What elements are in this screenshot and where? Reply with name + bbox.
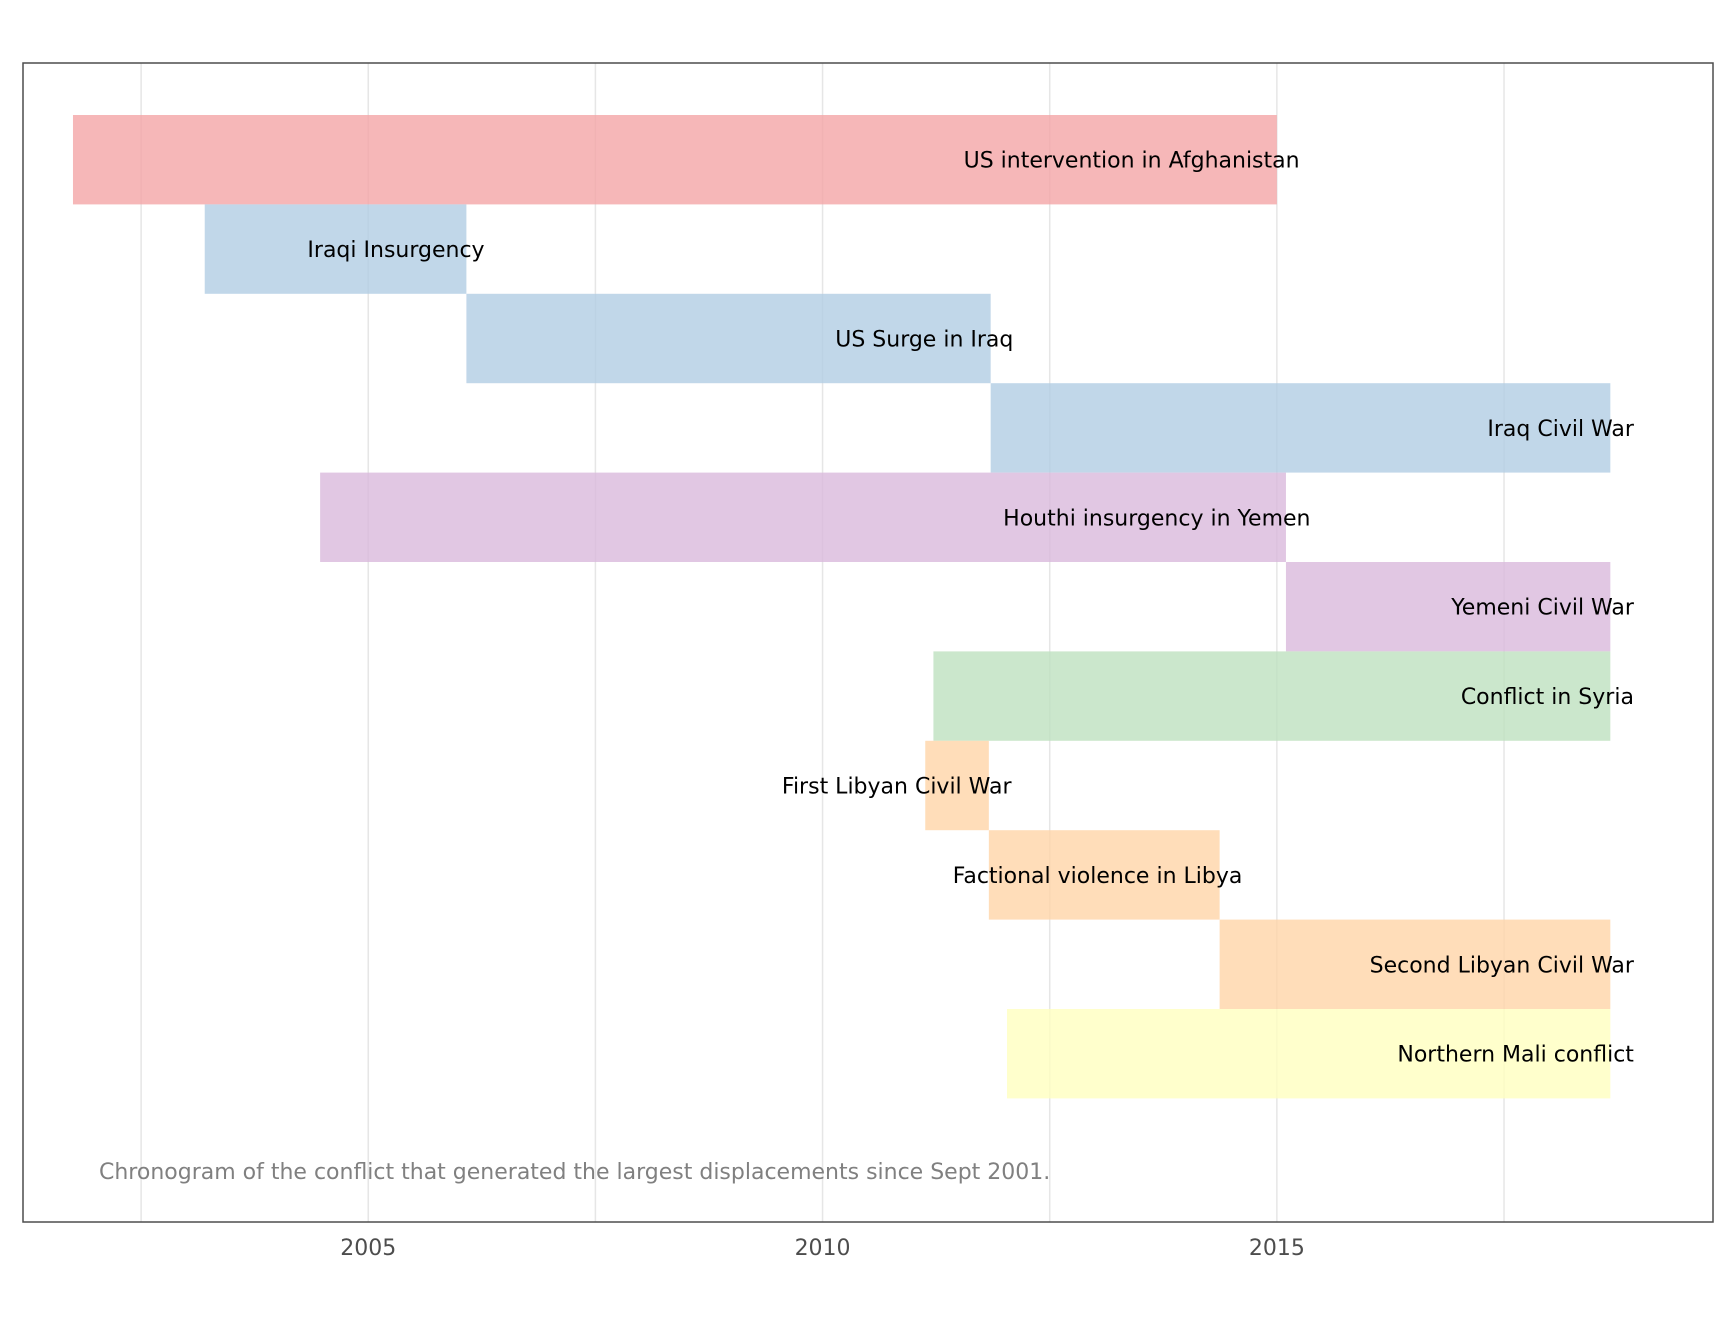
bar-label: US Surge in Iraq [835, 328, 1013, 353]
timeline-bar [320, 472, 1286, 562]
chart-caption: Chronogram of the conflict that generate… [99, 1160, 1050, 1185]
plot-border [22, 62, 1714, 1223]
bar-label: Iraq Civil War [1487, 417, 1635, 442]
bar-labels: US intervention in Afghanistan Iraqi Insu… [307, 149, 1634, 1068]
timeline-bar [72, 115, 1277, 205]
timeline-bar [466, 293, 991, 384]
x-tick-label: 2005 [340, 1236, 396, 1261]
bar-label: Houthi insurgency in Yemen [1003, 506, 1310, 531]
bar-label: Conflict in Syria [1461, 685, 1634, 710]
x-axis: 2005 2010 2015 [340, 1236, 1305, 1261]
timeline-bars [72, 115, 1611, 1099]
bar-label: Northern Mali conflict [1397, 1043, 1634, 1068]
bar-label: Second Libyan Civil War [1370, 953, 1635, 978]
bar-label: First Libyan Civil War [782, 775, 1013, 800]
timeline-bar [1007, 1009, 1611, 1099]
bar-label: Yemeni Civil War [1450, 596, 1635, 621]
timeline-bar [204, 204, 467, 294]
x-tick-label: 2010 [795, 1236, 851, 1261]
bar-label: Iraqi Insurgency [307, 238, 484, 263]
bar-label: Factional violence in Libya [953, 864, 1243, 889]
timeline-bar [925, 740, 989, 831]
timeline-bar [990, 383, 1611, 473]
timeline-bar [1219, 919, 1611, 1009]
timeline-bar [988, 830, 1220, 920]
x-tick-label: 2015 [1249, 1236, 1305, 1261]
bar-label: US intervention in Afghanistan [964, 149, 1300, 174]
timeline-bar [933, 651, 1611, 741]
timeline-bar [1285, 562, 1611, 652]
